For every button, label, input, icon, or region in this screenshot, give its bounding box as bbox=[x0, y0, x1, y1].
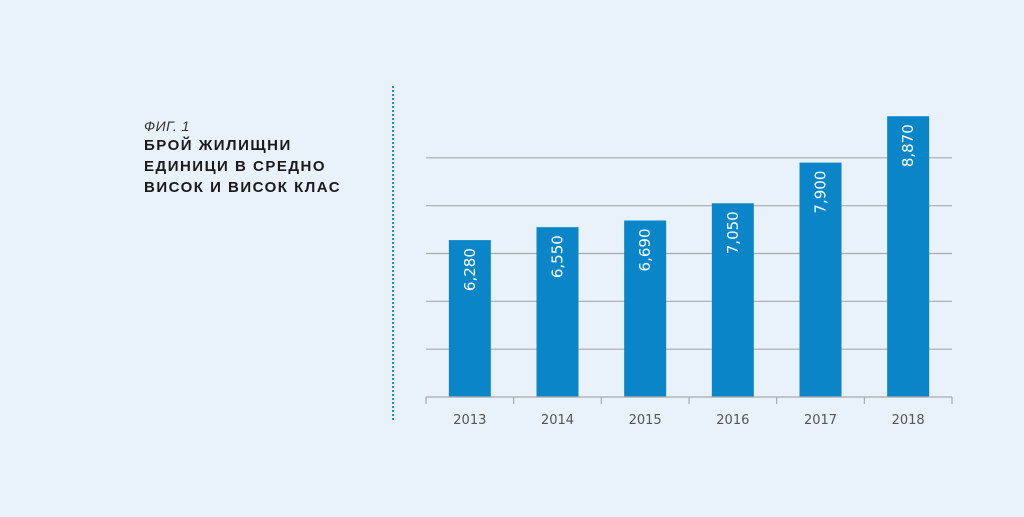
bar-value-label: 8,870 bbox=[899, 124, 917, 167]
dotted-divider bbox=[392, 86, 394, 420]
gridlines bbox=[426, 157, 952, 350]
bar bbox=[536, 227, 579, 397]
x-tick-label: 2015 bbox=[629, 413, 662, 428]
bar bbox=[448, 240, 491, 397]
figure-number: ФИГ. 1 bbox=[144, 118, 190, 134]
figure-title: БРОЙ ЖИЛИЩНИ ЕДИНИЦИ В СРЕДНО ВИСОК И ВИ… bbox=[144, 135, 341, 198]
bar bbox=[624, 220, 667, 397]
figure-caption: ФИГ. 1 БРОЙ ЖИЛИЩНИ ЕДИНИЦИ В СРЕДНО ВИС… bbox=[144, 118, 341, 198]
bar bbox=[711, 203, 754, 397]
bar-value-label: 6,690 bbox=[636, 228, 654, 271]
bar bbox=[887, 116, 930, 398]
bar-value-label: 7,900 bbox=[812, 171, 830, 214]
x-tick-label: 2017 bbox=[804, 413, 837, 428]
x-tick-label: 2014 bbox=[541, 413, 574, 428]
figure-title-line: ЕДИНИЦИ В СРЕДНО bbox=[144, 158, 327, 175]
x-tick-label: 2018 bbox=[892, 413, 925, 428]
figure-title-line: БРОЙ ЖИЛИЩНИ bbox=[144, 137, 292, 154]
bars: 6,280 6,550 6,690 7,050 7,900 8,870 bbox=[448, 116, 930, 398]
bar-value-label: 7,050 bbox=[724, 211, 742, 254]
x-tick-label: 2016 bbox=[716, 413, 749, 428]
bar-value-label: 6,550 bbox=[549, 235, 567, 278]
x-axis: 2013 2014 2015 2016 2017 2018 bbox=[425, 396, 953, 428]
bar-value-label: 6,280 bbox=[461, 248, 479, 291]
bar bbox=[799, 162, 842, 397]
figure-title-line: ВИСОК И ВИСОК КЛАС bbox=[144, 179, 342, 196]
x-tick-label: 2013 bbox=[453, 413, 486, 428]
